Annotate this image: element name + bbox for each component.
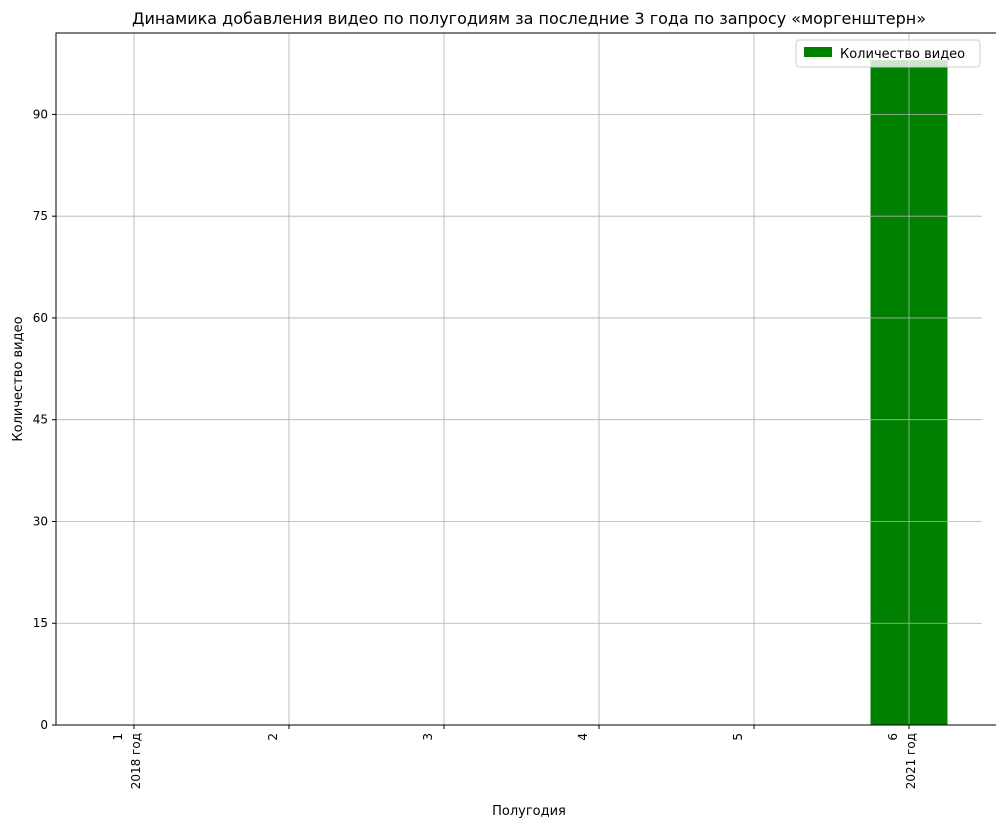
x-tick-sublabel: 2021 год xyxy=(904,733,918,789)
legend: Количество видео xyxy=(795,39,981,68)
x-tick-label: 6 xyxy=(886,733,900,741)
x-tick-label: 1 xyxy=(111,733,125,741)
x-tick-label: 3 xyxy=(421,733,435,741)
x-tick-label: 5 xyxy=(731,733,745,741)
grid-lines xyxy=(56,33,982,726)
y-tick-label: 30 xyxy=(33,514,48,528)
x-tick-sublabel: 2018 год xyxy=(129,733,143,789)
x-tick-label: 4 xyxy=(576,733,590,741)
legend-box xyxy=(795,39,981,68)
x-ticks: 1 2018 год 2 3 4 5 6 2021 год xyxy=(111,725,918,789)
y-tick-label: 60 xyxy=(33,311,48,325)
y-tick-label: 75 xyxy=(33,209,48,223)
plot-frame xyxy=(55,32,996,726)
y-tick-label: 0 xyxy=(40,718,48,732)
legend-swatch xyxy=(804,47,832,57)
y-axis-label: Количество видео xyxy=(11,316,26,441)
x-axis-label: Полугодия xyxy=(492,804,566,819)
y-ticks: 0 15 30 45 60 75 90 xyxy=(33,107,56,732)
y-tick-label: 90 xyxy=(33,107,48,121)
chart-title: Динамика добавления видео по полугодиям … xyxy=(132,9,926,28)
x-tick-label: 2 xyxy=(266,733,280,741)
y-tick-label: 15 xyxy=(33,616,48,630)
legend-label: Количество видео xyxy=(840,47,965,62)
y-tick-label: 45 xyxy=(33,413,48,427)
